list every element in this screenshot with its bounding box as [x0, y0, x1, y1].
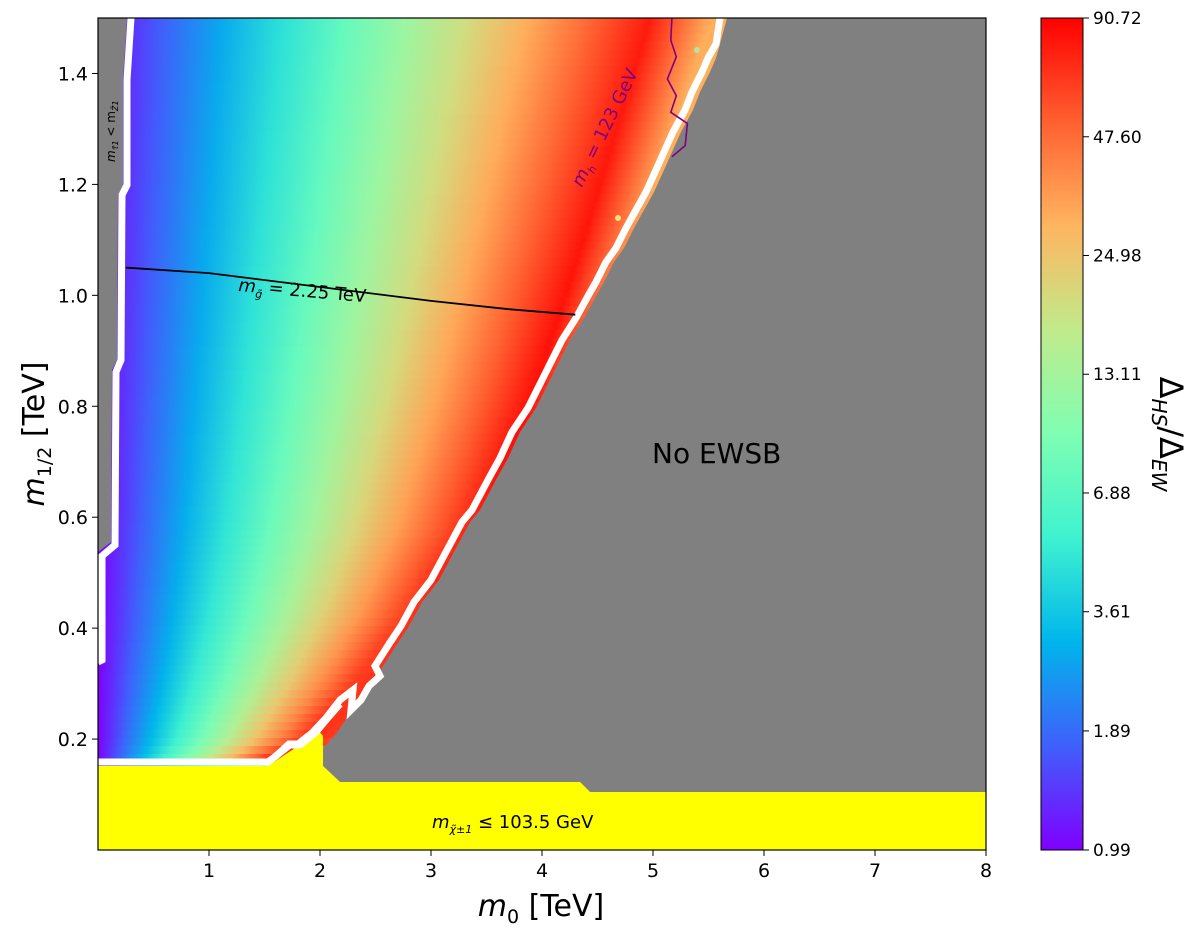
heatmap-strip	[98, 354, 986, 363]
heatmap-strip	[98, 98, 986, 107]
grid-marker	[615, 215, 621, 221]
x-tick-label: 7	[869, 860, 881, 882]
heatmap-strip	[98, 50, 986, 59]
no-ewsb-region	[323, 18, 986, 792]
stau-lsp-region	[98, 18, 127, 552]
y-axis-label: m1/2 [TeV]	[17, 362, 56, 507]
x-axis-ticks: 1 2 3 4 5 6 7 8	[203, 850, 992, 882]
no-ewsb-label: No EWSB	[652, 437, 781, 470]
heatmap-strip	[98, 386, 986, 395]
heatmap-strip	[98, 194, 986, 203]
heatmap-strip	[98, 234, 986, 243]
y-tick-label: 1.2	[58, 174, 88, 196]
heatmap-strip	[98, 258, 986, 267]
x-tick-label: 2	[314, 860, 326, 882]
chargino-bound-boundary	[98, 701, 343, 766]
heatmap-strip	[98, 130, 986, 139]
colorbar-tick-label: 13.11	[1093, 365, 1142, 385]
chargino-bound-region	[98, 730, 986, 850]
y-tick-label: 0.2	[58, 729, 88, 751]
heatmap-strip	[98, 346, 986, 355]
heatmap-strip	[98, 18, 986, 27]
heatmap-strip	[98, 274, 986, 283]
no-ewsb-boundary	[265, 17, 724, 765]
heatmap-strip	[98, 82, 986, 91]
colorbar-tick-label: 3.61	[1093, 603, 1131, 623]
heatmap-strip	[98, 226, 986, 235]
heatmap-strip	[98, 298, 986, 307]
y-axis-ticks: 0.2 0.4 0.6 0.8 1.0 1.2 1.4	[58, 63, 98, 751]
heatmap-strip	[98, 154, 986, 163]
chargino-bound-label: mχ̃±1 ≤ 103.5 GeV	[432, 812, 594, 836]
heatmap-strip	[98, 138, 986, 147]
colorbar-tick-label: 90.72	[1093, 9, 1142, 29]
heatmap-strip	[98, 162, 986, 171]
heatmap-strip	[98, 106, 986, 115]
colorbar-tick-label: 0.99	[1093, 841, 1131, 861]
contour-line	[666, 18, 689, 158]
x-axis-label: m0 [TeV]	[478, 889, 604, 928]
y-tick-label: 0.4	[58, 618, 88, 640]
heatmap-strip	[98, 146, 986, 155]
x-tick-label: 1	[203, 860, 215, 882]
colorbar-tick-label: 24.98	[1093, 247, 1142, 267]
heatmap-strip	[98, 290, 986, 299]
colorbar	[1040, 17, 1084, 851]
heatmap-strip	[98, 314, 986, 323]
heatmap-strip	[98, 218, 986, 227]
heatmap-strip	[98, 338, 986, 347]
grid-marker	[694, 47, 700, 53]
x-tick-label: 6	[758, 860, 770, 882]
heatmap-strip	[98, 202, 986, 211]
heatmap-strip	[98, 26, 986, 35]
x-tick-label: 8	[980, 860, 992, 882]
colorbar-tick-label: 6.88	[1093, 484, 1131, 504]
heatmap-strip	[98, 122, 986, 131]
heatmap-strip	[98, 58, 986, 67]
heatmap-strip	[98, 34, 986, 43]
contours	[125, 18, 689, 316]
heatmap-strip	[98, 186, 986, 195]
heatmap-strip	[98, 114, 986, 123]
y-tick-label: 0.8	[58, 396, 88, 418]
colorbar-label: ΔHS/ΔEW	[1147, 377, 1190, 493]
heatmap-strip	[98, 42, 986, 51]
heatmap-strip	[98, 362, 986, 371]
heatmap-strip	[98, 306, 986, 315]
heatmap-strip	[98, 170, 986, 179]
heatmap-strip	[98, 178, 986, 187]
heatmap-strip	[98, 266, 986, 275]
y-tick-label: 0.6	[58, 507, 88, 529]
stau-lsp-boundary	[96, 17, 135, 666]
heatmap-strip	[98, 210, 986, 219]
x-tick-label: 5	[647, 860, 659, 882]
x-tick-label: 4	[536, 860, 548, 882]
heatmap-strip	[98, 282, 986, 291]
y-tick-label: 1.0	[58, 285, 88, 307]
heatmap-strip	[98, 74, 986, 83]
heatmap-strip	[98, 322, 986, 331]
stau-lsp-label: mτ̃1 < mZ̃1	[104, 100, 120, 162]
y-tick-label: 1.4	[58, 63, 88, 85]
heatmap-strip	[98, 66, 986, 75]
contour-line	[125, 266, 576, 316]
heatmap-strip	[98, 242, 986, 251]
heatmap-strip	[98, 90, 986, 99]
heatmap-strip	[98, 330, 986, 339]
colorbar-ticks: 0.99 1.89 3.61 6.88 13.11 24.98 47.60 90.72	[1083, 9, 1142, 861]
colorbar-tick-label: 1.89	[1093, 722, 1131, 742]
colorbar-tick-label: 47.60	[1093, 128, 1142, 148]
heatmap-strip	[98, 250, 986, 259]
x-tick-label: 3	[425, 860, 437, 882]
